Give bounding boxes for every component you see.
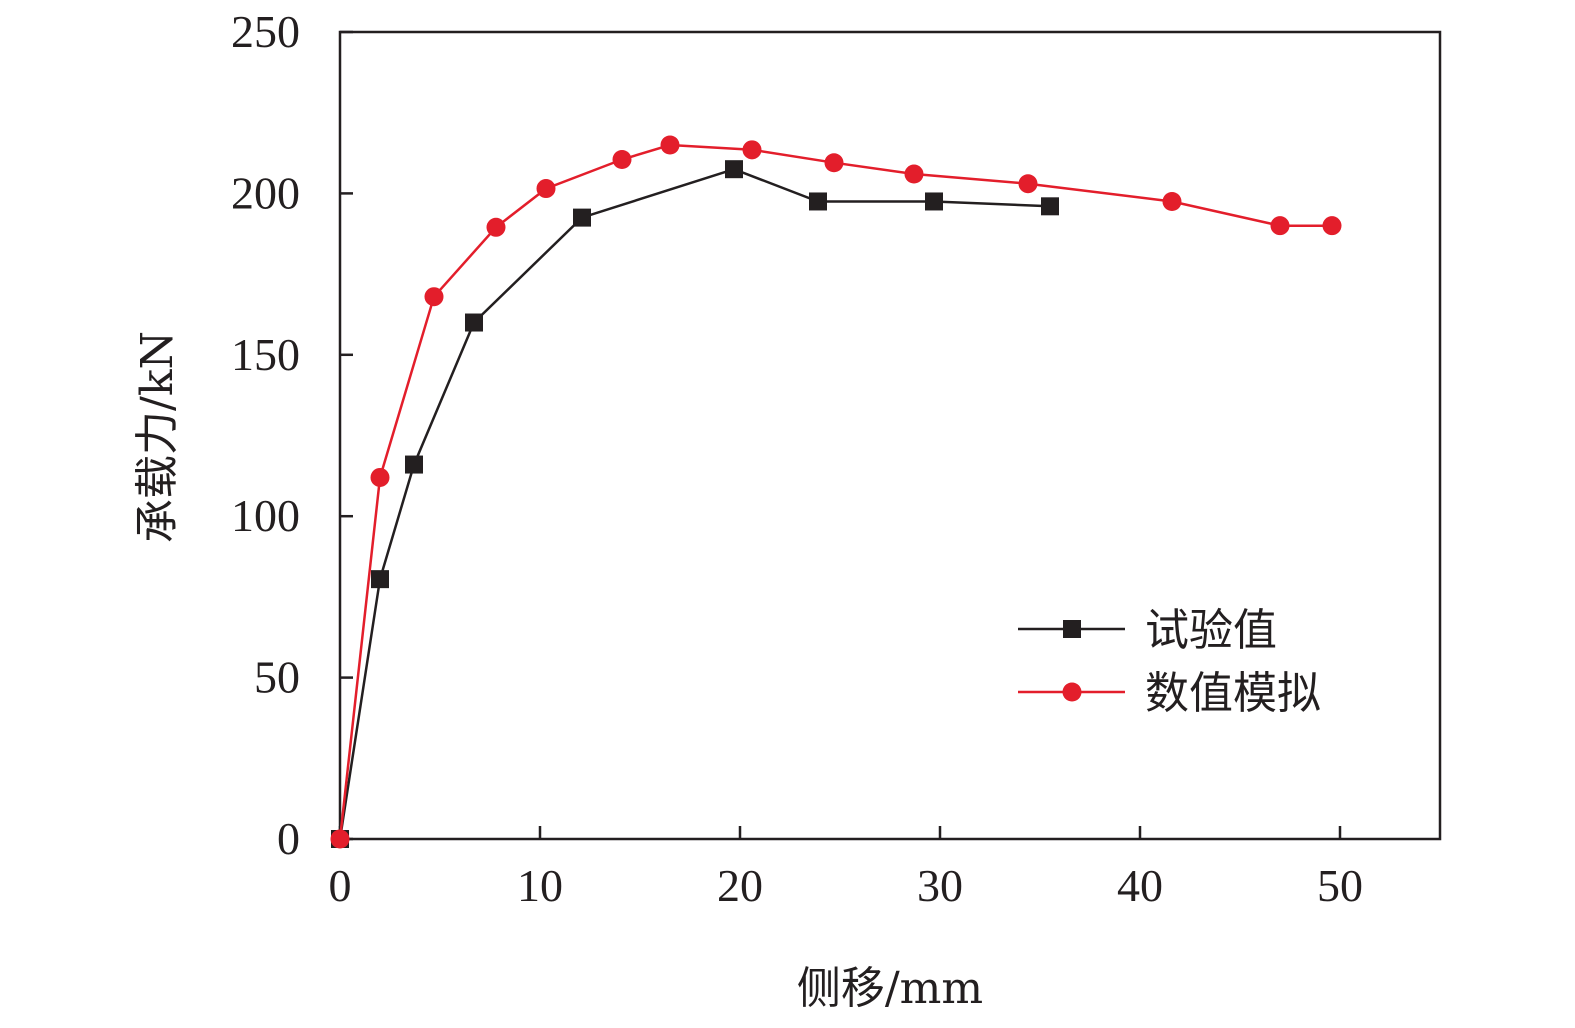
data-point (904, 164, 924, 184)
legend-item-0: 试验值 (1018, 605, 1277, 656)
axis-ticks: 0 10 20 30 40 50 0 50 100 150 200 250 (231, 6, 1363, 911)
x-axis-title: 侧移/mm (797, 963, 983, 1014)
y-tick-label: 250 (231, 6, 300, 57)
x-tick-label: 30 (917, 860, 963, 911)
data-point (424, 287, 444, 307)
data-point (536, 179, 556, 199)
data-point (824, 153, 844, 173)
data-point (1018, 174, 1038, 194)
y-axis-title: 承载力/kN (132, 331, 183, 543)
data-point (330, 829, 350, 849)
legend-label: 试验值 (1145, 605, 1277, 656)
plot-area-border (338, 30, 1442, 841)
data-point (405, 455, 423, 474)
plot-frame (338, 30, 1442, 841)
data-point (573, 208, 591, 227)
legend-label: 数值模拟 (1145, 668, 1321, 719)
legend-item-1: 数值模拟 (1018, 668, 1321, 719)
data-point (486, 217, 506, 237)
x-tick-label: 40 (1117, 860, 1163, 911)
data-point (371, 570, 389, 589)
data-point (1162, 191, 1182, 211)
legend-marker (1063, 620, 1081, 638)
x-tick-label: 0 (329, 860, 352, 911)
data-point (1270, 216, 1290, 236)
data-point (660, 135, 680, 155)
y-tick-label: 50 (254, 652, 300, 703)
series-line (338, 143, 1332, 840)
data-point (925, 192, 943, 211)
data-point (465, 313, 483, 332)
data-point (742, 140, 762, 160)
x-tick-label: 20 (717, 860, 763, 911)
y-tick-label: 150 (231, 329, 300, 380)
x-tick-label: 10 (517, 860, 563, 911)
x-tick-label: 50 (1317, 860, 1363, 911)
data-point (370, 467, 390, 487)
series-1 (330, 135, 1342, 849)
data-point (1041, 197, 1059, 216)
y-tick-label: 0 (277, 813, 300, 864)
data-point (612, 150, 632, 170)
data-point (725, 160, 743, 179)
data-point (1322, 216, 1342, 236)
series-layer (330, 135, 1342, 849)
data-point (809, 192, 827, 211)
legend-marker (1062, 682, 1082, 702)
series-0 (331, 160, 1059, 848)
y-tick-label: 100 (231, 490, 300, 541)
series-line (338, 167, 1051, 840)
y-tick-label: 200 (231, 167, 300, 218)
